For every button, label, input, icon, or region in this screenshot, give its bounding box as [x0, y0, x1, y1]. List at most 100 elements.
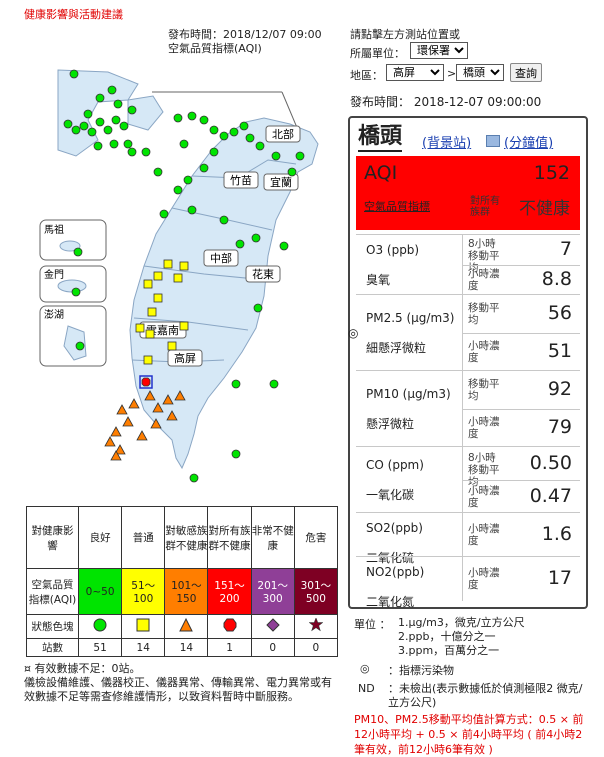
region-label-yilan[interactable]: 宜蘭	[270, 175, 292, 189]
station-marker-good[interactable]	[69, 69, 79, 79]
station-marker-unhealthy[interactable]	[141, 377, 151, 387]
region-label-zhumiao[interactable]: 竹苗	[230, 173, 252, 187]
station-marker-good[interactable]	[239, 121, 249, 131]
station-marker-good[interactable]	[141, 147, 151, 157]
station-marker-moderate[interactable]	[153, 271, 163, 281]
station-marker-sensitive[interactable]	[152, 402, 164, 413]
station-marker-sensitive[interactable]	[128, 398, 140, 409]
station-marker-good[interactable]	[209, 125, 219, 135]
station-select-input[interactable]: 橋頭	[456, 64, 504, 81]
station-marker-good[interactable]	[179, 139, 189, 149]
legend-level-name: 對所有族群不健康	[207, 506, 252, 569]
legend-count: 14	[164, 638, 209, 657]
station-marker-sensitive[interactable]	[174, 390, 186, 401]
station-marker-sensitive[interactable]	[116, 404, 128, 415]
station-marker-good[interactable]	[111, 115, 121, 125]
station-marker-good[interactable]	[271, 151, 281, 161]
station-select[interactable]: 橋頭	[456, 64, 504, 81]
station-marker-good[interactable]	[287, 167, 297, 177]
station-marker-good[interactable]	[187, 205, 197, 215]
station-marker-good[interactable]	[127, 105, 137, 115]
station-marker-sensitive[interactable]	[166, 410, 178, 421]
station-marker-good[interactable]	[95, 117, 105, 127]
station-marker-sensitive[interactable]	[110, 426, 122, 437]
region-label-north[interactable]: 北部	[272, 127, 294, 141]
station-marker-good[interactable]	[71, 125, 81, 135]
station-marker-sensitive[interactable]	[114, 444, 126, 455]
station-marker-good[interactable]	[219, 131, 229, 141]
region-label-gaoping[interactable]: 高屏	[174, 351, 196, 365]
region-select[interactable]: 高屏	[386, 64, 444, 81]
station-marker-good[interactable]	[231, 379, 241, 389]
station-marker-moderate[interactable]	[163, 259, 173, 269]
station-marker-good[interactable]	[199, 115, 209, 125]
station-marker-moderate[interactable]	[179, 261, 189, 271]
station-type-link[interactable]: (背景站)	[422, 136, 472, 151]
station-marker-good[interactable]	[79, 121, 89, 131]
aqi-index-link[interactable]: 空氣品質指標	[364, 200, 430, 213]
station-marker-moderate[interactable]	[135, 323, 145, 333]
station-marker-moderate[interactable]	[153, 293, 163, 303]
health-advice-link[interactable]: 健康影響與活動建議	[24, 8, 123, 21]
station-marker-sensitive[interactable]	[136, 430, 148, 441]
station-marker-good[interactable]	[119, 121, 129, 131]
station-marker-moderate[interactable]	[143, 355, 153, 365]
station-marker-moderate[interactable]	[147, 307, 157, 317]
station-marker-moderate[interactable]	[145, 329, 155, 339]
station-marker-good[interactable]	[109, 139, 119, 149]
station-marker-good[interactable]	[159, 209, 169, 219]
region-label-huadong[interactable]: 花東	[252, 268, 274, 281]
station-marker-good[interactable]	[71, 287, 81, 297]
station-marker-good[interactable]	[219, 215, 229, 225]
station-marker-good[interactable]	[231, 449, 241, 459]
station-marker-good[interactable]	[153, 167, 163, 177]
search-button[interactable]: 查詢	[510, 63, 542, 82]
station-marker-moderate[interactable]	[179, 321, 189, 331]
station-marker-good[interactable]	[245, 133, 255, 143]
minute-value-link[interactable]: (分鐘值)	[504, 136, 554, 151]
station-marker-good[interactable]	[183, 175, 193, 185]
station-marker-good[interactable]	[103, 125, 113, 135]
station-marker-good[interactable]	[251, 233, 261, 243]
publish-value: 2018-12-07 09:00:00	[413, 95, 542, 109]
taiwan-aqi-map[interactable]: 馬祖 金門 澎湖 北部 竹苗 宜蘭 中部 花東 雲嘉南 高屏	[28, 60, 334, 502]
station-marker-good[interactable]	[107, 85, 117, 95]
station-marker-good[interactable]	[235, 239, 245, 249]
station-marker-moderate[interactable]	[167, 341, 177, 351]
region-select-input[interactable]: 高屏	[386, 64, 444, 81]
station-marker-good[interactable]	[95, 93, 105, 103]
station-marker-good[interactable]	[173, 185, 183, 195]
station-marker-good[interactable]	[127, 147, 137, 157]
station-marker-good[interactable]	[209, 147, 219, 157]
station-marker-sensitive[interactable]	[122, 416, 134, 427]
station-marker-good[interactable]	[255, 141, 265, 151]
station-marker-moderate[interactable]	[173, 273, 183, 283]
station-marker-good[interactable]	[123, 139, 133, 149]
station-marker-good[interactable]	[253, 303, 263, 313]
region-label-central[interactable]: 中部	[210, 251, 232, 265]
station-marker-sensitive[interactable]	[162, 394, 174, 405]
station-marker-good[interactable]	[279, 241, 289, 251]
station-marker-good[interactable]	[269, 379, 279, 389]
station-marker-sensitive[interactable]	[150, 418, 162, 429]
unit-select-input[interactable]: 環保署	[410, 42, 468, 59]
station-marker-good[interactable]	[75, 341, 85, 351]
station-marker-good[interactable]	[199, 163, 209, 173]
station-marker-sensitive[interactable]	[144, 390, 156, 401]
unit-select[interactable]: 環保署	[410, 42, 468, 59]
station-marker-moderate[interactable]	[143, 279, 153, 289]
station-marker-good[interactable]	[63, 119, 73, 129]
station-marker-sensitive[interactable]	[104, 436, 116, 447]
station-marker-good[interactable]	[173, 113, 183, 123]
station-marker-good[interactable]	[113, 99, 123, 109]
station-marker-good[interactable]	[93, 141, 103, 151]
station-marker-good[interactable]	[189, 473, 199, 483]
station-marker-sensitive[interactable]	[110, 450, 122, 461]
station-marker-good[interactable]	[187, 111, 197, 121]
station-marker-good[interactable]	[229, 127, 239, 137]
station-marker-good[interactable]	[295, 151, 305, 161]
chart-icon[interactable]	[486, 135, 500, 147]
station-marker-good[interactable]	[73, 247, 83, 257]
station-marker-good[interactable]	[87, 127, 97, 137]
station-marker-good[interactable]	[83, 109, 93, 119]
